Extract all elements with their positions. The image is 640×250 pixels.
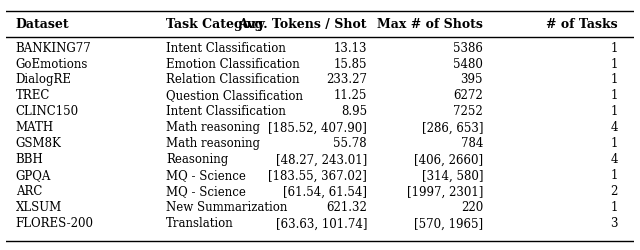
Text: 6272: 6272 <box>453 89 483 102</box>
Text: [63.63, 101.74]: [63.63, 101.74] <box>276 216 367 230</box>
Text: 233.27: 233.27 <box>326 73 367 86</box>
Text: [406, 2660]: [406, 2660] <box>414 153 483 166</box>
Text: MQ - Science: MQ - Science <box>166 169 246 182</box>
Text: 55.78: 55.78 <box>333 137 367 150</box>
Text: Reasoning: Reasoning <box>166 153 228 166</box>
Text: Avg. Tokens / Shot: Avg. Tokens / Shot <box>239 18 367 31</box>
Text: TREC: TREC <box>16 89 50 102</box>
Text: BBH: BBH <box>16 153 44 166</box>
Text: Relation Classification: Relation Classification <box>166 73 300 86</box>
Text: [1997, 2301]: [1997, 2301] <box>406 185 483 198</box>
Text: 1: 1 <box>611 137 618 150</box>
Text: 5480: 5480 <box>453 57 483 70</box>
Text: MQ - Science: MQ - Science <box>166 185 246 198</box>
Text: Dataset: Dataset <box>16 18 69 31</box>
Text: Max # of Shots: Max # of Shots <box>377 18 483 31</box>
Text: 4: 4 <box>611 153 618 166</box>
Text: 11.25: 11.25 <box>333 89 367 102</box>
Text: 1: 1 <box>611 200 618 213</box>
Text: 621.32: 621.32 <box>326 200 367 213</box>
Text: Emotion Classification: Emotion Classification <box>166 57 300 70</box>
Text: [185.52, 407.90]: [185.52, 407.90] <box>268 121 367 134</box>
Text: MATH: MATH <box>16 121 54 134</box>
Text: [61.54, 61.54]: [61.54, 61.54] <box>283 185 367 198</box>
Text: [314, 580]: [314, 580] <box>422 169 483 182</box>
Text: 7252: 7252 <box>453 105 483 118</box>
Text: Math reasoning: Math reasoning <box>166 121 260 134</box>
Text: # of Tasks: # of Tasks <box>547 18 618 31</box>
Text: 220: 220 <box>461 200 483 213</box>
Text: 15.85: 15.85 <box>333 57 367 70</box>
Text: [48.27, 243.01]: [48.27, 243.01] <box>276 153 367 166</box>
Text: 1: 1 <box>611 57 618 70</box>
Text: 13.13: 13.13 <box>333 41 367 54</box>
Text: 395: 395 <box>461 73 483 86</box>
Text: FLORES-200: FLORES-200 <box>16 216 94 230</box>
Text: Translation: Translation <box>166 216 234 230</box>
Text: CLINC150: CLINC150 <box>16 105 79 118</box>
Text: Math reasoning: Math reasoning <box>166 137 260 150</box>
Text: New Summarization: New Summarization <box>166 200 288 213</box>
Text: 8.95: 8.95 <box>341 105 367 118</box>
Text: 1: 1 <box>611 89 618 102</box>
Text: GPQA: GPQA <box>16 169 51 182</box>
Text: 1: 1 <box>611 169 618 182</box>
Text: DialogRE: DialogRE <box>16 73 72 86</box>
Text: 4: 4 <box>611 121 618 134</box>
Text: Question Classification: Question Classification <box>166 89 303 102</box>
Text: 784: 784 <box>461 137 483 150</box>
Text: Intent Classification: Intent Classification <box>166 105 286 118</box>
Text: 5386: 5386 <box>453 41 483 54</box>
Text: XLSUM: XLSUM <box>16 200 62 213</box>
Text: 2: 2 <box>611 185 618 198</box>
Text: 1: 1 <box>611 41 618 54</box>
Text: GoEmotions: GoEmotions <box>16 57 88 70</box>
Text: GSM8K: GSM8K <box>16 137 61 150</box>
Text: [286, 653]: [286, 653] <box>422 121 483 134</box>
Text: [570, 1965]: [570, 1965] <box>414 216 483 230</box>
Text: 1: 1 <box>611 105 618 118</box>
Text: [183.55, 367.02]: [183.55, 367.02] <box>268 169 367 182</box>
Text: Task Category: Task Category <box>166 18 265 31</box>
Text: BANKING77: BANKING77 <box>16 41 92 54</box>
Text: 1: 1 <box>611 73 618 86</box>
Text: 3: 3 <box>611 216 618 230</box>
Text: Intent Classification: Intent Classification <box>166 41 286 54</box>
Text: ARC: ARC <box>16 185 42 198</box>
